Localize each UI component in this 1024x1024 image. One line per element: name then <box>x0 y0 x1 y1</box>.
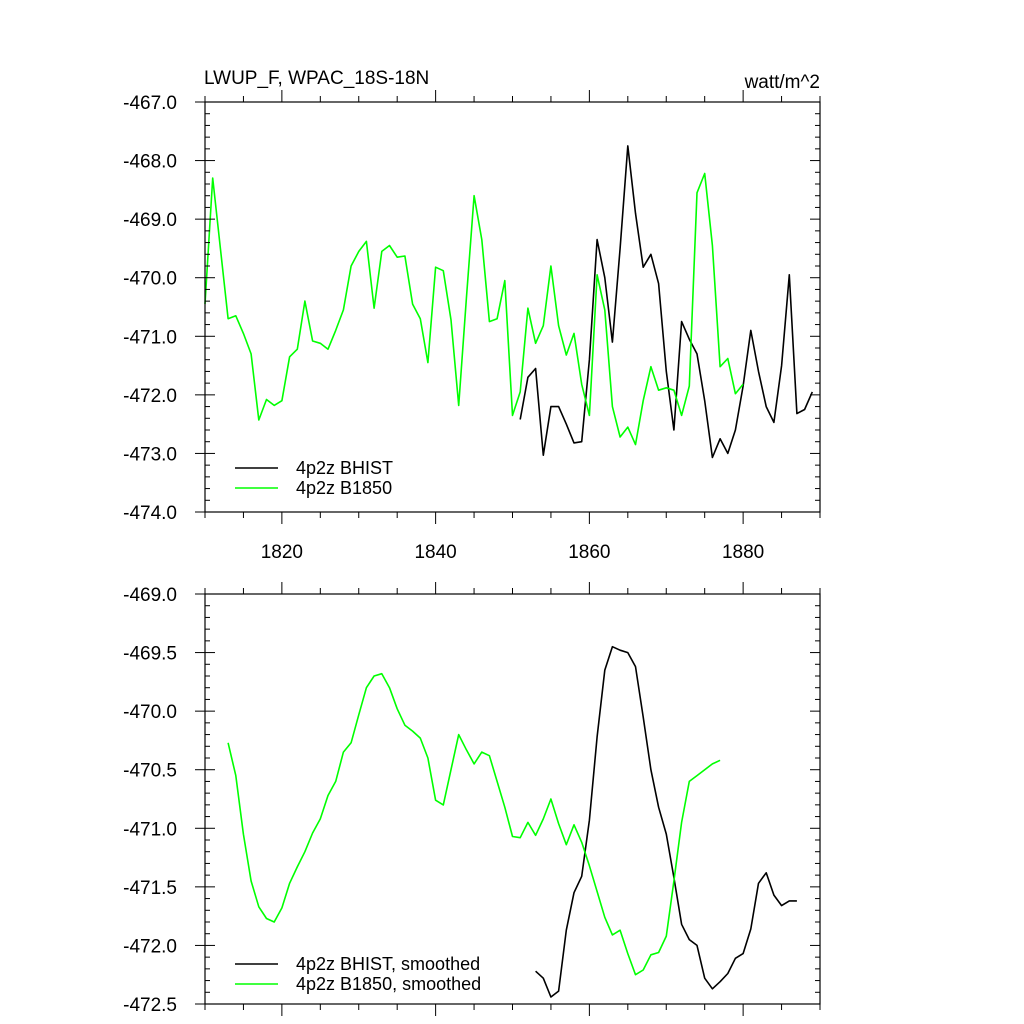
top-chart-title: LWUP_F, WPAC_18S-18N <box>204 68 429 89</box>
y-tick-label: -467.0 <box>123 93 177 114</box>
series-line-bhist <box>535 645 797 998</box>
y-tick-label: -469.0 <box>123 585 177 606</box>
x-tick-label: 1820 <box>261 542 303 563</box>
y-tick-label: -472.0 <box>123 386 177 407</box>
plot-frame <box>204 593 821 1005</box>
y-tick-label: -472.0 <box>123 936 177 957</box>
legend-label: 4p2z BHIST <box>296 458 393 478</box>
x-tick-label: 1860 <box>568 542 610 563</box>
series-line-b1850 <box>227 672 721 976</box>
y-tick-label: -469.0 <box>123 210 177 231</box>
series-line-b1850 <box>204 172 744 446</box>
top-panel: LWUP_F, WPAC_18S-18N watt/m^2 -474.0 -473… <box>123 68 821 563</box>
y-tick-label: -470.0 <box>123 269 177 290</box>
y-tick-label: -470.0 <box>123 702 177 723</box>
y-tick-label: -468.0 <box>123 152 177 173</box>
y-tick-label: -473.0 <box>123 444 177 465</box>
legend-label: 4p2z B1850, smoothed <box>296 974 481 994</box>
y-tick-label: -469.5 <box>123 644 177 665</box>
plot-frame <box>204 101 821 513</box>
bottom-panel: -472.5 -472.0 -471.5 -471.0 -470.5 -470.0 -469… <box>123 582 821 1016</box>
y-tick-label: -471.5 <box>123 878 177 899</box>
x-tick-label: 1880 <box>722 542 764 563</box>
y-tick-label: -471.0 <box>123 819 177 840</box>
series-line-bhist <box>519 145 814 459</box>
x-tick-label: 1840 <box>414 542 456 563</box>
legend-label: 4p2z B1850 <box>296 478 392 498</box>
y-tick-label: -470.5 <box>123 761 177 782</box>
y-tick-label: -474.0 <box>123 503 177 524</box>
legend-label: 4p2z BHIST, smoothed <box>296 954 480 974</box>
y-tick-label: -472.5 <box>123 995 177 1016</box>
y-tick-label: -471.0 <box>123 327 177 348</box>
top-chart-units: watt/m^2 <box>744 72 820 93</box>
